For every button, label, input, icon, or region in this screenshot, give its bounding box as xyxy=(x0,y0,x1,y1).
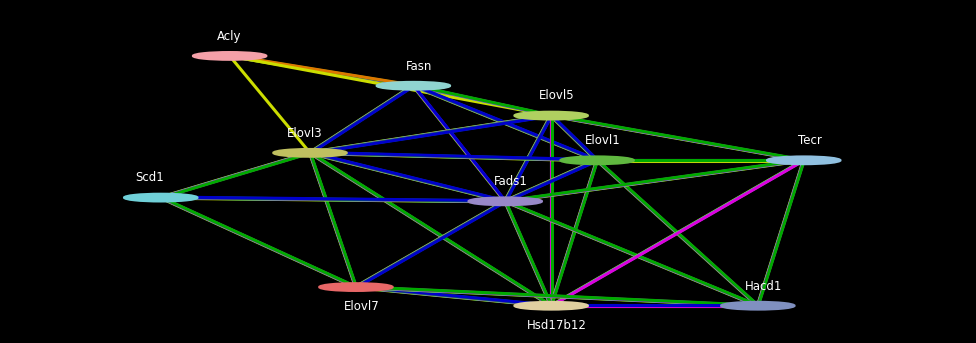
Ellipse shape xyxy=(273,149,346,157)
Text: Elovl3: Elovl3 xyxy=(287,127,322,140)
Text: Elovl7: Elovl7 xyxy=(344,300,380,313)
Ellipse shape xyxy=(377,82,450,90)
Text: Acly: Acly xyxy=(218,30,242,43)
Ellipse shape xyxy=(767,156,840,164)
Text: Elovl1: Elovl1 xyxy=(585,134,621,147)
Ellipse shape xyxy=(514,112,588,119)
Text: Fasn: Fasn xyxy=(406,60,432,73)
Text: Elovl5: Elovl5 xyxy=(539,90,575,102)
Ellipse shape xyxy=(468,198,542,205)
Text: Scd1: Scd1 xyxy=(135,172,164,185)
Ellipse shape xyxy=(193,52,266,60)
Text: Fads1: Fads1 xyxy=(494,175,528,188)
Ellipse shape xyxy=(124,194,197,201)
Ellipse shape xyxy=(514,302,588,310)
Text: Tecr: Tecr xyxy=(797,134,822,147)
Text: Hacd1: Hacd1 xyxy=(745,280,782,293)
Ellipse shape xyxy=(560,156,633,164)
Ellipse shape xyxy=(319,283,392,291)
Ellipse shape xyxy=(721,302,794,310)
Text: Hsd17b12: Hsd17b12 xyxy=(527,319,587,332)
